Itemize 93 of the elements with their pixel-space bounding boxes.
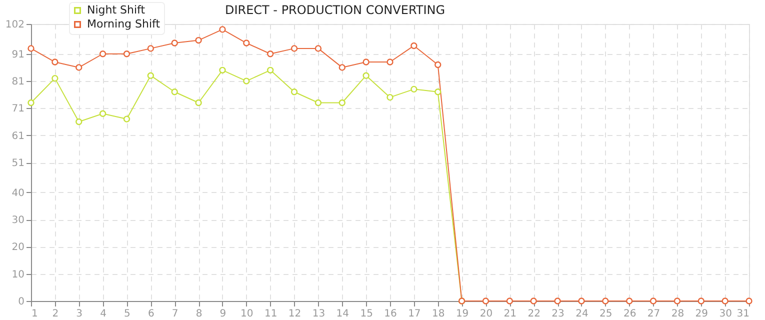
point [410, 86, 418, 93]
point [722, 298, 728, 304]
point [243, 40, 250, 46]
y-tick-label: 10 [12, 269, 24, 280]
x-tick-label: 5 [124, 308, 130, 320]
point [76, 118, 82, 126]
point [746, 298, 752, 304]
y-tick-label: 30 [12, 215, 24, 226]
point [314, 99, 322, 106]
point [147, 72, 154, 79]
y-tick-label: 61 [12, 130, 24, 142]
x-tick-label: 24 [576, 308, 588, 320]
point [266, 50, 274, 58]
x-tick-label: 29 [695, 308, 708, 320]
x-tick-label: 15 [360, 308, 373, 320]
point [76, 64, 82, 71]
point [147, 45, 154, 52]
x-tick-label: 1 [32, 308, 38, 320]
x-tick-label: 18 [432, 308, 445, 320]
point [123, 50, 130, 58]
x-tick-label: 31 [736, 308, 750, 320]
point [195, 99, 202, 106]
y-tick-label: 91 [12, 49, 24, 60]
point [28, 45, 34, 52]
x-tick-label: 22 [528, 308, 540, 320]
point [171, 88, 178, 96]
point [482, 298, 490, 304]
x-tick-label: 4 [100, 308, 106, 320]
x-tick-label: 12 [288, 308, 302, 320]
point [171, 40, 178, 46]
x-tick-label: 6 [148, 308, 154, 320]
x-tick-label: 17 [408, 308, 421, 320]
y-tick-label: 40 [12, 188, 24, 199]
x-tick-label: 23 [552, 308, 564, 320]
point [123, 116, 130, 122]
x-tick-label: 13 [312, 308, 326, 320]
x-tick-label: 7 [172, 308, 178, 320]
point [362, 58, 370, 66]
y-tick-label: 102 [5, 20, 24, 30]
point [52, 74, 58, 82]
point [338, 99, 346, 106]
y-tick-label: 0 [18, 296, 24, 308]
x-tick-label: 21 [504, 308, 517, 320]
point [602, 298, 609, 304]
x-tick-label: 2 [52, 308, 59, 320]
point [434, 88, 442, 96]
point [386, 58, 394, 66]
point [266, 66, 274, 74]
x-tick-label: 10 [240, 308, 254, 320]
legend-label: Night Shift [87, 4, 146, 16]
point [410, 42, 418, 50]
x-tick-label: 26 [623, 308, 636, 320]
y-tick-label: 20 [12, 242, 24, 254]
x-tick-label: 30 [719, 308, 732, 320]
x-tick-label: 14 [336, 308, 349, 320]
point [52, 58, 58, 66]
point [626, 298, 633, 304]
point [195, 36, 202, 44]
y-tick-label: 51 [12, 158, 24, 169]
x-tick-label: 16 [384, 308, 397, 320]
y-tick-label: 71 [12, 104, 24, 115]
x-tick-label: 11 [264, 308, 278, 320]
y-tick-label: 81 [12, 76, 24, 88]
point [434, 61, 442, 68]
point [99, 50, 106, 58]
point [554, 298, 561, 304]
point [362, 72, 370, 79]
point [99, 110, 106, 117]
x-tick-label: 28 [671, 308, 684, 320]
x-tick-label: 8 [196, 308, 202, 320]
x-tick-label: 3 [76, 308, 83, 320]
point [674, 298, 681, 304]
point [219, 66, 226, 74]
point [650, 298, 657, 304]
point [578, 298, 585, 304]
x-tick-label: 20 [480, 308, 493, 320]
x-tick-label: 27 [647, 308, 660, 320]
point [530, 298, 537, 304]
chart-title: DIRECT - PRODUCTION CONVERTING [224, 3, 446, 17]
point [290, 88, 298, 96]
point [314, 45, 322, 52]
x-tick-label: 25 [600, 308, 612, 320]
point [219, 26, 226, 33]
point [290, 45, 298, 52]
legend-label: Morning Shift [87, 18, 161, 30]
point [338, 64, 346, 71]
x-tick-label: 19 [456, 308, 469, 320]
point [28, 99, 34, 106]
point [698, 298, 704, 304]
point [243, 78, 250, 84]
x-tick-label: 9 [220, 308, 226, 320]
point [506, 298, 514, 304]
point [386, 94, 394, 101]
